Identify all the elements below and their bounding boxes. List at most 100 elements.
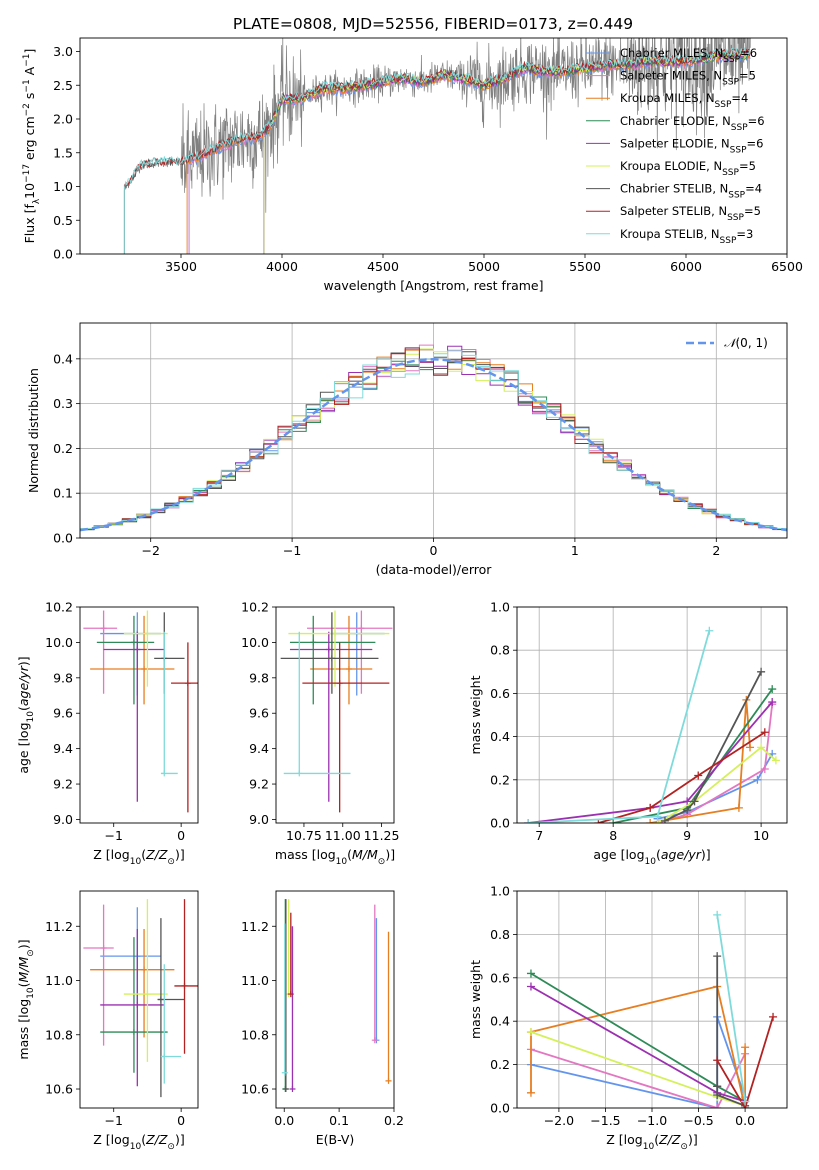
series-marker — [683, 806, 692, 815]
data-point — [310, 639, 317, 646]
plot-area — [83, 899, 198, 1098]
y-tick-label: 11.2 — [45, 919, 73, 934]
series-line-kroupa-stelib — [716, 914, 746, 1102]
y-tick-label: 10.0 — [241, 635, 269, 650]
x-tick-label: −0.5 — [683, 1113, 713, 1128]
axes-frame — [275, 606, 395, 824]
x-axis-label: age [log10(age/yr)] — [593, 847, 710, 867]
figure-title: PLATE=0808, MJD=52556, FIBERID=0173, z=0… — [233, 15, 633, 33]
y-tick-label: 10.6 — [241, 1082, 269, 1097]
series-marker — [524, 819, 533, 823]
data-point — [281, 1069, 288, 1076]
data-point — [332, 630, 338, 637]
series-marker — [646, 803, 655, 812]
data-point — [328, 655, 335, 662]
y-axis-label: age [log10(age/yr)] — [16, 656, 36, 773]
series-marker — [741, 1097, 750, 1106]
x-axis-label: E(B-V) — [316, 1132, 355, 1147]
x-tick-label: −1.0 — [637, 1113, 667, 1128]
y-tick-label: 0.5 — [53, 213, 73, 228]
y-tick-label: 11.0 — [45, 973, 73, 988]
legend-entry: 𝒩(0, 1) — [724, 336, 768, 350]
series-marker — [768, 698, 777, 707]
y-tick-label: 2.5 — [53, 78, 73, 93]
y-tick-label: 3.0 — [53, 44, 73, 59]
y-tick-label: 11.2 — [241, 919, 269, 934]
y-tick-label: 9.0 — [53, 812, 73, 827]
data-point — [181, 982, 188, 989]
data-point — [134, 1001, 141, 1008]
x-tick-label: 6000 — [670, 259, 702, 274]
series-marker — [734, 803, 743, 812]
series-marker — [757, 667, 766, 676]
y-tick-label: 0.0 — [490, 1101, 510, 1116]
data-point — [296, 770, 303, 777]
series-marker — [771, 756, 780, 765]
axes-frame — [79, 890, 199, 1109]
x-tick-label: −1 — [104, 828, 122, 843]
series-line-kroupa-stelib — [528, 630, 711, 823]
data-point — [336, 680, 343, 687]
axes-frame — [79, 322, 788, 539]
y-tick-label: 10.2 — [45, 600, 73, 615]
legend-entry: Kroupa ELODIE, NSSP=5 — [620, 159, 756, 178]
legend-entry: Chabrier MILES, NSSP=6 — [620, 46, 757, 65]
plot-area — [526, 910, 778, 1108]
x-tick-label: 11.00 — [325, 828, 361, 843]
x-tick-label: 0.2 — [384, 1113, 404, 1128]
series-line-salpeter-miles — [530, 1048, 746, 1108]
y-tick-label: 10.0 — [45, 635, 73, 650]
series-marker — [609, 819, 618, 823]
series-line-kroupa-elodie — [530, 1031, 746, 1107]
x-axis-label: wavelength [Angstrom, rest frame] — [323, 278, 543, 293]
y-tick-label: 0.2 — [490, 772, 510, 787]
data-point — [161, 770, 168, 777]
y-tick-label: 10.8 — [45, 1027, 73, 1042]
series-line-salpeter-stelib — [598, 731, 766, 823]
x-tick-label: 9 — [683, 828, 691, 843]
x-tick-label: 10 — [753, 828, 769, 843]
data-point — [371, 1037, 378, 1044]
x-tick-label: 2 — [712, 543, 720, 558]
x-tick-label: 0 — [177, 1113, 185, 1128]
y-tick-label: 9.4 — [249, 741, 269, 756]
y-axis-label: Normed distribution — [26, 368, 41, 493]
age-vs-z-panel: −1 0 9.0 9.2 9.4 9.6 9.8 10.0 10.2 Z [log10(Z/Z⊙)… — [16, 600, 199, 867]
series-marker — [694, 771, 703, 780]
axes-frame — [516, 890, 788, 1109]
series-line-chabrier-miles — [530, 1016, 746, 1108]
series-marker — [760, 728, 769, 737]
y-tick-label: 9.6 — [249, 706, 269, 721]
axes-frame — [516, 606, 788, 824]
series-marker — [760, 765, 769, 773]
series-marker — [653, 812, 662, 821]
y-tick-label: 0.3 — [53, 396, 73, 411]
legend-entry: Chabrier STELIB, NSSP=4 — [620, 182, 762, 201]
x-tick-label: 5500 — [569, 259, 601, 274]
y-tick-label: 0.0 — [53, 247, 73, 262]
legend-entry: Salpeter STELIB, NSSP=5 — [620, 204, 761, 223]
x-tick-label: −1.5 — [590, 1113, 620, 1128]
weight-vs-age-panel: 7 8 9 10 0.0 0.2 0.4 0.6 0.8 1.0 age [log10(age/yr… — [468, 600, 788, 867]
legend-entry: Chabrier ELODIE, NSSP=6 — [620, 114, 765, 133]
data-point — [325, 646, 332, 653]
x-tick-label: −1 — [104, 1113, 122, 1128]
x-tick-label: 0 — [430, 543, 438, 558]
y-tick-label: 0.0 — [490, 816, 510, 831]
x-axis-label: Z [log10(Z/Z⊙)] — [93, 847, 184, 867]
series-marker — [690, 797, 699, 806]
series-marker — [741, 1043, 750, 1052]
data-point — [134, 646, 141, 653]
y-tick-label: 2.0 — [53, 112, 73, 127]
x-axis-label: mass [log10(M/M⊙)] — [275, 847, 395, 867]
series-marker — [526, 982, 535, 991]
y-tick-label: 1.0 — [490, 600, 510, 615]
y-tick-label: 9.2 — [53, 777, 73, 792]
series-marker — [646, 819, 655, 823]
y-tick-label: 0.4 — [490, 1014, 510, 1029]
data-point — [161, 1053, 168, 1060]
axes-frame — [79, 606, 199, 824]
plot-area — [281, 899, 392, 1093]
data-point — [141, 665, 148, 672]
data-point — [144, 630, 151, 637]
